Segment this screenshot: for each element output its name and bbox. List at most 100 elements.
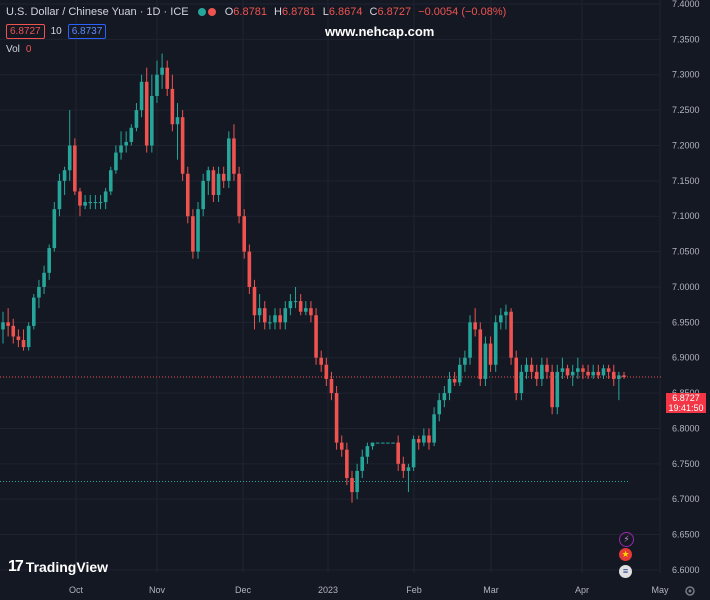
candle-body [596, 371, 601, 376]
candle-body [350, 477, 354, 493]
candle-body [21, 340, 26, 348]
last-price-label: 6.8727 19:41:50 [666, 393, 706, 413]
x-tick-label: May [651, 585, 669, 595]
candle-body [586, 371, 590, 376]
candle-body [416, 439, 421, 443]
candle-body [401, 463, 406, 471]
candle-body [422, 435, 426, 443]
candle-body [509, 311, 513, 358]
buy-button[interactable]: 6.8737 [67, 24, 107, 39]
candle-body [88, 202, 93, 204]
candle-body [293, 301, 298, 303]
chart-header: U.S. Dollar / Chinese Yuan · 1D · ICE O6… [6, 6, 510, 18]
candle-body [139, 81, 144, 111]
lightning-icon[interactable]: ⚡ [619, 532, 634, 547]
candle-body [355, 470, 359, 493]
candle-body [519, 371, 524, 394]
candle-body [437, 400, 442, 415]
candle-body [555, 371, 560, 408]
y-tick-label: 6.7500 [672, 459, 700, 469]
candle-body [252, 286, 257, 316]
tradingview-logo[interactable]: 17 TradingView [8, 558, 108, 576]
high-value: 6.8781 [281, 6, 316, 18]
candle-body [550, 371, 554, 408]
candle-body [62, 170, 67, 181]
low-label: L [322, 6, 329, 18]
close-value: 6.8727 [377, 6, 412, 18]
candle-body [216, 173, 221, 195]
candle-body [185, 173, 190, 217]
y-tick-label: 6.6500 [672, 530, 700, 540]
candle-body [278, 315, 282, 323]
candle-body [534, 371, 539, 379]
candle-body [478, 329, 483, 379]
candle-body [242, 216, 247, 252]
candle-body [499, 315, 503, 323]
candle-body [570, 371, 575, 376]
candle-body [37, 286, 41, 298]
candle-body [432, 414, 436, 443]
trade-row: 6.8727 10 6.8737 [6, 24, 107, 39]
candle-body [314, 315, 318, 358]
candle-body [67, 145, 72, 171]
close-label: C [369, 6, 378, 18]
candle-body [201, 180, 205, 210]
candle-body [237, 173, 241, 217]
y-tick-label: 7.1000 [672, 211, 700, 221]
candle-body [565, 368, 570, 376]
candle-body [386, 442, 390, 444]
candle-body [298, 301, 303, 312]
candle-body [134, 110, 139, 128]
y-tick-label: 7.4000 [672, 0, 700, 9]
china-flag-icon[interactable]: ★ [619, 548, 632, 561]
y-tick-label: 7.0000 [672, 282, 700, 292]
candle-body [262, 308, 267, 323]
candle-body [73, 145, 77, 192]
candle-body [442, 393, 447, 401]
y-tick-label: 7.1500 [672, 176, 700, 186]
x-tick-label: Dec [235, 585, 252, 595]
candle-body [196, 209, 200, 252]
candle-body [206, 170, 211, 181]
candle-body [339, 442, 344, 450]
candle-body [473, 322, 477, 330]
candle-body [150, 95, 154, 146]
tradingview-logo-icon: 17 [8, 558, 24, 575]
candle-body [601, 368, 606, 376]
quantity-value[interactable]: 10 [50, 26, 62, 37]
candle-body [47, 248, 51, 273]
candle-body [345, 449, 349, 478]
candle-body [334, 393, 339, 443]
candle-body [93, 202, 98, 204]
candle-body [11, 325, 16, 337]
usa-flag-icon[interactable]: ≡ [619, 565, 632, 578]
sell-button[interactable]: 6.8727 [6, 24, 45, 39]
candle-body [406, 467, 411, 471]
candle-body [98, 202, 103, 204]
candle-body [160, 67, 164, 75]
candle-body [375, 442, 380, 444]
symbol-title[interactable]: U.S. Dollar / Chinese Yuan · 1D · ICE [6, 6, 189, 18]
candle-body [504, 311, 508, 316]
candle-body [309, 308, 313, 316]
candle-body [524, 364, 529, 372]
candle-body [119, 145, 123, 153]
candle-body [129, 127, 134, 142]
brand-name: TradingView [25, 559, 109, 575]
candle-body [617, 375, 621, 379]
candle-body [447, 378, 452, 394]
candle-body [268, 322, 272, 324]
settings-gear-icon[interactable] [683, 584, 697, 598]
candle-body [78, 191, 82, 206]
candle-body [144, 81, 149, 146]
candle-body [396, 442, 400, 464]
candle-body [529, 364, 534, 372]
candle-body [606, 368, 611, 372]
volume-label: Vol [6, 44, 20, 55]
candle-body [622, 375, 626, 378]
candle-body [288, 301, 293, 309]
high-label: H [274, 6, 282, 18]
open-value: 6.8781 [233, 6, 267, 18]
y-tick-label: 7.3500 [672, 34, 700, 44]
